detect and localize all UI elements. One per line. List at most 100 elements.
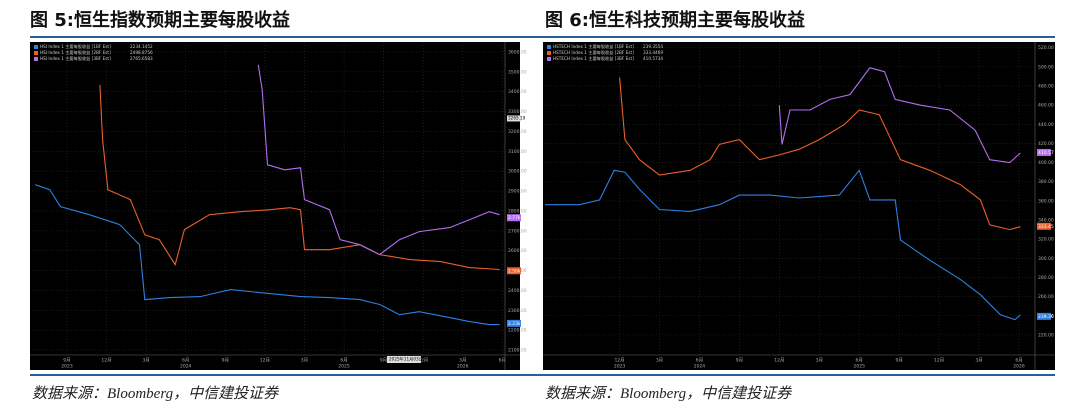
legend-swatch bbox=[34, 45, 38, 49]
y-tick-label: 2800.00 bbox=[508, 208, 527, 214]
current-label: 2.23k bbox=[508, 321, 521, 327]
data-line bbox=[257, 64, 500, 256]
x-year-label: 2024 bbox=[694, 364, 706, 370]
x-year-label: 2025 bbox=[338, 364, 350, 370]
x-tick-label: 3月 bbox=[142, 358, 149, 364]
legend-swatch bbox=[547, 57, 551, 61]
y-tick-label: 3400.00 bbox=[508, 89, 527, 95]
x-tick-label: 6月 bbox=[696, 358, 703, 364]
x-tick-label: 3月 bbox=[816, 358, 823, 364]
y-tick-label: 3300.00 bbox=[508, 109, 527, 115]
x-tick-label: 12月 bbox=[260, 358, 270, 364]
y-tick-label: 280.00 bbox=[1038, 275, 1054, 281]
y-tick-label: 2700.00 bbox=[508, 228, 527, 234]
y-tick-label: 3500.00 bbox=[508, 69, 527, 75]
y-tick-label: 2600.00 bbox=[508, 248, 527, 254]
data-line bbox=[545, 169, 1021, 321]
x-tick-label: 6月 bbox=[182, 358, 189, 364]
y-tick-label: 500.00 bbox=[1038, 64, 1054, 70]
footer-rule bbox=[30, 374, 1055, 376]
legend-label: HSI Index 1 主要每股收益 [1BF Est] bbox=[40, 43, 111, 50]
legend-label: HSTECH Index 1 主要每股收益 [1BF Est] bbox=[553, 43, 634, 50]
x-tick-label: 9月 bbox=[736, 358, 743, 364]
y-tick-label: 400.00 bbox=[1038, 160, 1054, 166]
data-line bbox=[35, 184, 500, 326]
y-tick-label: 2200.00 bbox=[508, 328, 527, 334]
y-tick-label: 480.00 bbox=[1038, 84, 1054, 90]
x-tick-label: 3月 bbox=[301, 358, 308, 364]
y-tick-label: 3000.00 bbox=[508, 169, 527, 175]
marker-label: 3265.19 bbox=[508, 115, 526, 120]
x-tick-label: 12月 bbox=[774, 358, 784, 364]
source-note: 数据来源：Bloomberg，中信建投证券 bbox=[32, 386, 279, 402]
current-label: 2.50k bbox=[508, 268, 521, 274]
x-year-label: 2025 bbox=[854, 364, 866, 370]
x-tick-label: 6月 bbox=[1015, 358, 1022, 364]
legend-value: 410.5734 bbox=[643, 56, 663, 61]
legend-value: 2234.1452 bbox=[130, 44, 153, 49]
x-tick-label: 12月 bbox=[614, 358, 624, 364]
current-box bbox=[1037, 312, 1051, 320]
current-box bbox=[1037, 222, 1051, 230]
x-year-label: 2023 bbox=[61, 364, 73, 370]
y-tick-label: 420.00 bbox=[1038, 141, 1054, 147]
current-label: 410.57 bbox=[1038, 150, 1054, 156]
current-box bbox=[1037, 148, 1051, 156]
date-tag-box bbox=[387, 356, 421, 363]
x-tick-label: 12月 bbox=[418, 358, 428, 364]
current-label: 2.77k bbox=[508, 215, 521, 221]
x-tick-label: 3月 bbox=[656, 358, 663, 364]
legend-label: HSTECH Index 1 主要每股收益 [2BF Est] bbox=[553, 49, 634, 56]
y-tick-label: 220.00 bbox=[1038, 332, 1054, 338]
source-note: 数据来源：Bloomberg，中信建投证券 bbox=[545, 386, 792, 402]
data-line bbox=[99, 84, 500, 271]
x-tick-label: 9月 bbox=[222, 358, 229, 364]
legend-value: 239.3554 bbox=[643, 44, 663, 49]
plot-background bbox=[30, 42, 520, 370]
x-tick-label: 6月 bbox=[340, 358, 347, 364]
y-tick-label: 380.00 bbox=[1038, 179, 1054, 185]
current-box bbox=[507, 319, 521, 327]
y-tick-label: 360.00 bbox=[1038, 198, 1054, 204]
x-tick-label: 12月 bbox=[934, 358, 944, 364]
legend-swatch bbox=[34, 51, 38, 55]
y-tick-label: 320.00 bbox=[1038, 237, 1054, 243]
current-box bbox=[507, 267, 521, 275]
chart-title: 图 6:恒生科技预期主要每股收益 bbox=[545, 10, 805, 31]
current-label: 333.45 bbox=[1038, 224, 1054, 230]
x-year-label: 2026 bbox=[1013, 364, 1025, 370]
legend-value: 2765.6583 bbox=[130, 56, 153, 61]
y-tick-label: 2100.00 bbox=[508, 348, 527, 354]
marker-box bbox=[507, 115, 521, 122]
y-tick-label: 440.00 bbox=[1038, 122, 1054, 128]
chart-title: 图 5:恒生指数预期主要每股收益 bbox=[30, 10, 290, 31]
x-tick-label: 9月 bbox=[63, 358, 70, 364]
legend-value: 333.4469 bbox=[643, 50, 663, 55]
x-year-label: 2023 bbox=[614, 364, 626, 370]
plot-background bbox=[543, 42, 1055, 370]
y-tick-label: 520.00 bbox=[1038, 45, 1054, 51]
legend-swatch bbox=[547, 45, 551, 49]
y-tick-label: 3200.00 bbox=[508, 129, 527, 135]
y-tick-label: 2300.00 bbox=[508, 308, 527, 314]
x-tick-label: 9月 bbox=[895, 358, 902, 364]
x-tick-label: 3月 bbox=[459, 358, 466, 364]
x-tick-label: 6月 bbox=[499, 358, 506, 364]
header-rule bbox=[30, 36, 1055, 38]
date-tag: 2025年11月03日 bbox=[389, 356, 423, 363]
x-tick-label: 6月 bbox=[856, 358, 863, 364]
legend-value: 2498.8756 bbox=[130, 50, 153, 55]
x-year-label: 2024 bbox=[180, 364, 192, 370]
x-tick-label: 3月 bbox=[975, 358, 982, 364]
y-tick-label: 2400.00 bbox=[508, 288, 527, 294]
y-tick-label: 300.00 bbox=[1038, 256, 1054, 262]
y-tick-label: 3600.00 bbox=[508, 49, 527, 55]
legend-label: HSI Index 1 主要每股收益 [3BF Est] bbox=[40, 55, 111, 62]
data-line bbox=[778, 67, 1021, 164]
x-tick-label: 12月 bbox=[101, 358, 111, 364]
current-label: 239.36 bbox=[1038, 314, 1054, 320]
y-tick-label: 2900.00 bbox=[508, 189, 527, 195]
y-tick-label: 340.00 bbox=[1038, 218, 1054, 224]
